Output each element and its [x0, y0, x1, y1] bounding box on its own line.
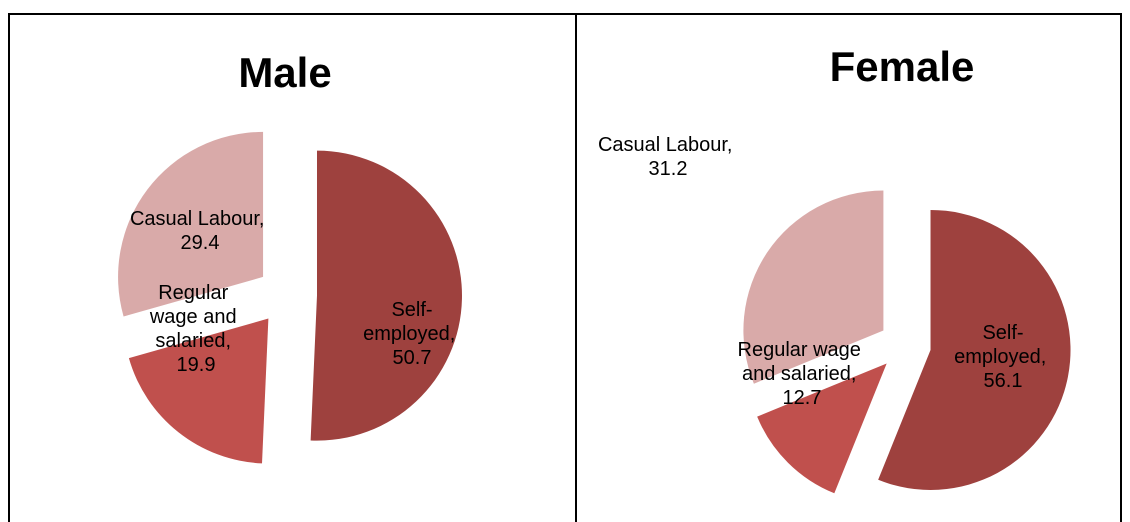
chart-title: Female — [830, 43, 975, 90]
pie-slice — [310, 150, 462, 441]
pie-slice — [128, 318, 269, 464]
label-line: and salaried, — [742, 363, 862, 385]
label-line: 12.7 — [783, 387, 822, 409]
label-line: 31.2 — [649, 158, 688, 180]
label-line: 19.9 — [177, 354, 216, 376]
label-line: Regular — [158, 282, 234, 304]
pie-slice — [118, 131, 264, 317]
data-label: Regular wage and salaried, 12.7 — [738, 339, 867, 409]
label-line: Regular wage — [738, 339, 867, 361]
data-label: Regular wage and salaried, 19.9 — [149, 282, 242, 376]
pie-slice — [743, 190, 884, 384]
chart-title: Male — [238, 49, 331, 96]
label-line: Casual Labour, — [130, 208, 270, 230]
data-label: Casual Labour, 31.2 — [598, 134, 738, 180]
pie-slice — [878, 209, 1071, 490]
data-label: Casual Labour, 29.4 — [130, 208, 270, 254]
label-line: wage and — [149, 306, 242, 328]
data-label: Self-employed, 50.7 — [363, 299, 461, 369]
label-line: Casual Labour, — [598, 134, 738, 156]
label-line: employed, — [363, 323, 461, 345]
label-line: Self- — [391, 299, 432, 321]
pie-slice — [757, 363, 887, 494]
label-line: 56.1 — [984, 370, 1023, 392]
label-line: 50.7 — [393, 347, 432, 369]
label-line: salaried, — [155, 330, 236, 352]
label-line: Self- — [982, 322, 1023, 344]
label-line: employed, — [954, 346, 1052, 368]
data-label: Self-employed, 56.1 — [954, 322, 1052, 392]
label-line: 29.4 — [181, 232, 220, 254]
